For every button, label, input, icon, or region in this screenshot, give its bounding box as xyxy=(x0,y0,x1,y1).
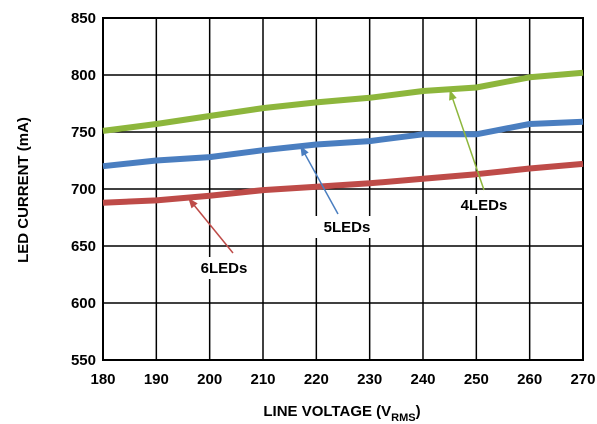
annotation-arrowhead xyxy=(300,145,309,157)
annotations: 4LEDs 5LEDs 6LEDs xyxy=(187,89,516,279)
x-axis-title-subscript: RMS xyxy=(391,412,415,424)
x-tick-label: 230 xyxy=(357,371,382,388)
y-tick-label: 700 xyxy=(71,181,96,198)
annotation-arrowhead xyxy=(188,198,198,209)
annotation-arrow xyxy=(299,145,339,215)
series-label-5leds: 5LEDs xyxy=(324,219,371,236)
series-lines xyxy=(102,69,584,206)
annotation-box xyxy=(452,194,516,216)
annotation-arrow xyxy=(448,89,485,191)
annotation-arrow xyxy=(187,197,234,254)
x-tick-label: 200 xyxy=(197,371,222,388)
y-tick-label: 850 xyxy=(71,10,96,27)
tick-labels: 180 190 200 210 220 230 240 250 260 270 550 600 650 7… xyxy=(71,10,596,388)
annotation-box xyxy=(192,257,256,279)
x-tick-label: 210 xyxy=(250,371,275,388)
y-tick-label: 750 xyxy=(71,124,96,141)
x-tick-label: 270 xyxy=(570,371,595,388)
series-label-6leds: 6LEDs xyxy=(201,260,248,277)
annotation-arrowhead xyxy=(449,89,457,101)
series-line-6leds xyxy=(102,160,584,206)
series-line-4leds xyxy=(102,69,584,134)
x-axis-title: LINE VOLTAGE (VRMS) xyxy=(263,403,420,424)
x-tick-label: 250 xyxy=(464,371,489,388)
series-label-4leds: 4LEDs xyxy=(461,197,508,214)
x-tick-label: 190 xyxy=(144,371,169,388)
x-tick-label: 220 xyxy=(304,371,329,388)
x-axis-title-main: LINE VOLTAGE (V xyxy=(263,403,391,420)
x-axis-title-suffix: ) xyxy=(416,403,421,420)
y-tick-label: 650 xyxy=(71,238,96,255)
x-tick-label: 240 xyxy=(410,371,435,388)
annotation-box xyxy=(315,216,379,238)
y-axis-title: LED CURRENT (mA) xyxy=(15,117,32,263)
grid xyxy=(102,17,584,361)
series-line-5leds xyxy=(102,118,584,170)
x-tick-label: 180 xyxy=(90,371,115,388)
y-tick-label: 800 xyxy=(71,67,96,84)
x-tick-label: 260 xyxy=(517,371,542,388)
y-tick-label: 550 xyxy=(71,352,96,369)
y-tick-label: 600 xyxy=(71,295,96,312)
plot-frame xyxy=(102,17,584,361)
